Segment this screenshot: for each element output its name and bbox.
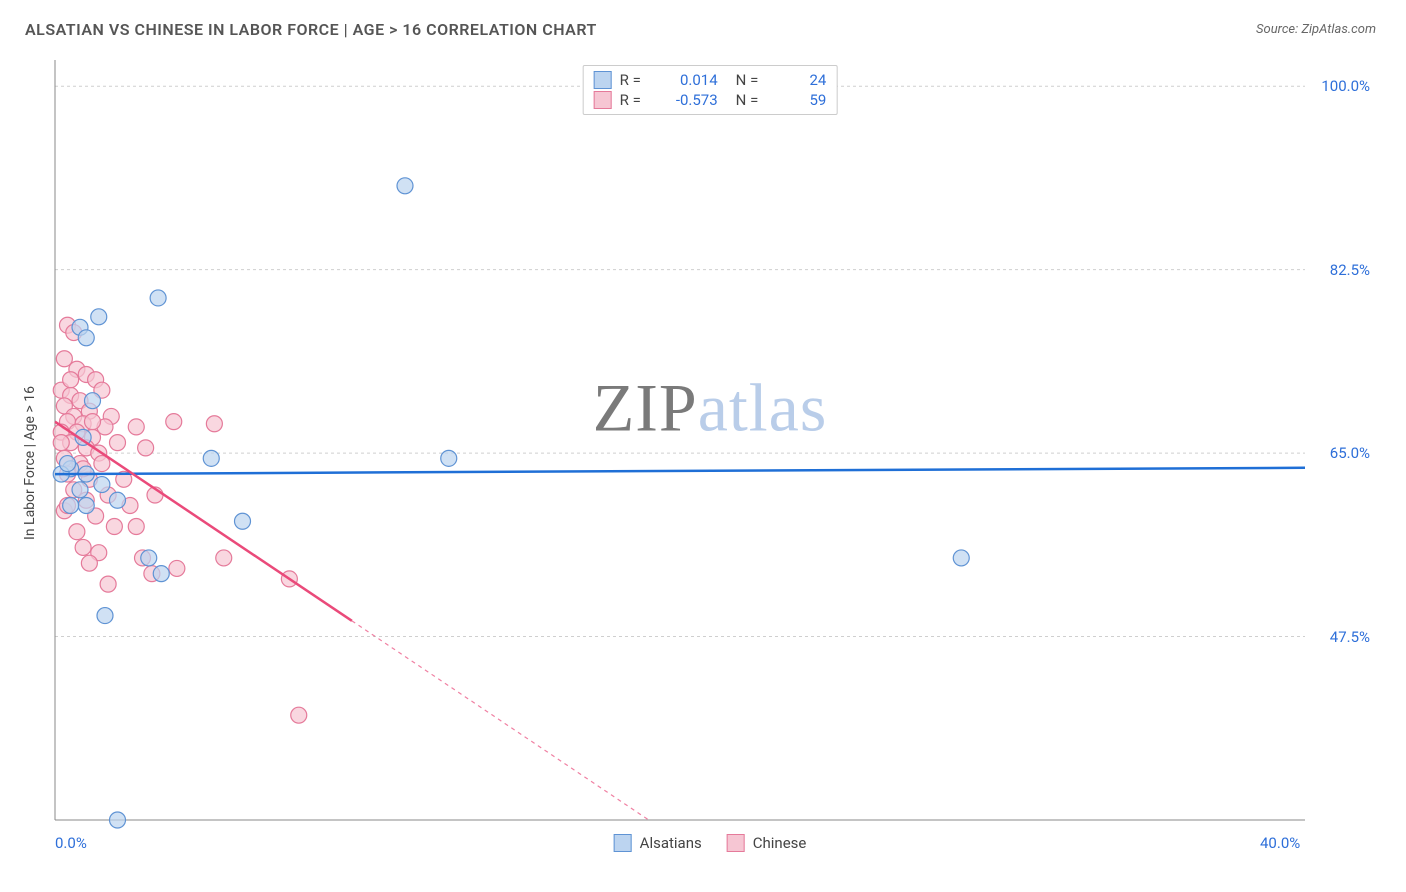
legend-swatch xyxy=(594,71,612,89)
chart-area: In Labor Force | Age > 16 ZIPatlas R =0.… xyxy=(45,60,1375,850)
legend-series-label: Alsatians xyxy=(640,834,702,852)
legend-n-label: N = xyxy=(736,71,759,89)
x-tick-label: 40.0% xyxy=(1260,834,1305,852)
legend-correlation: R = 0.014 N = 24 R = -0.573 N = 59 xyxy=(583,65,838,115)
source-attribution: Source: ZipAtlas.com xyxy=(1256,22,1376,37)
legend-series-label: Chinese xyxy=(753,834,807,852)
legend-n-label: N = xyxy=(736,91,759,109)
y-tick-label: 65.0% xyxy=(1330,444,1370,462)
chart-svg xyxy=(45,60,1375,850)
y-tick-label: 47.5% xyxy=(1330,628,1370,646)
legend-correlation-row: R = -0.573 N = 59 xyxy=(594,90,827,110)
source-value: ZipAtlas.com xyxy=(1301,22,1376,37)
chart-title: ALSATIAN VS CHINESE IN LABOR FORCE | AGE… xyxy=(25,20,597,39)
x-tick-label: 0.0% xyxy=(55,834,87,852)
legend-correlation-row: R = 0.014 N = 24 xyxy=(594,70,827,90)
legend-r-value: -0.573 xyxy=(658,91,718,109)
legend-r-label: R = xyxy=(620,71,650,89)
legend-swatch xyxy=(614,834,632,852)
y-axis-label: In Labor Force | Age > 16 xyxy=(22,386,38,540)
legend-r-label: R = xyxy=(620,91,650,109)
legend-series-item: Chinese xyxy=(727,834,807,852)
source-label: Source: xyxy=(1256,22,1298,37)
legend-n-value: 59 xyxy=(766,91,826,109)
legend-swatch xyxy=(594,91,612,109)
legend-series-item: Alsatians xyxy=(614,834,702,852)
legend-swatch xyxy=(727,834,745,852)
y-tick-label: 100.0% xyxy=(1321,77,1370,95)
legend-r-value: 0.014 xyxy=(658,71,718,89)
legend-n-value: 24 xyxy=(766,71,826,89)
legend-series: Alsatians Chinese xyxy=(614,834,807,852)
y-tick-label: 82.5% xyxy=(1330,261,1370,279)
